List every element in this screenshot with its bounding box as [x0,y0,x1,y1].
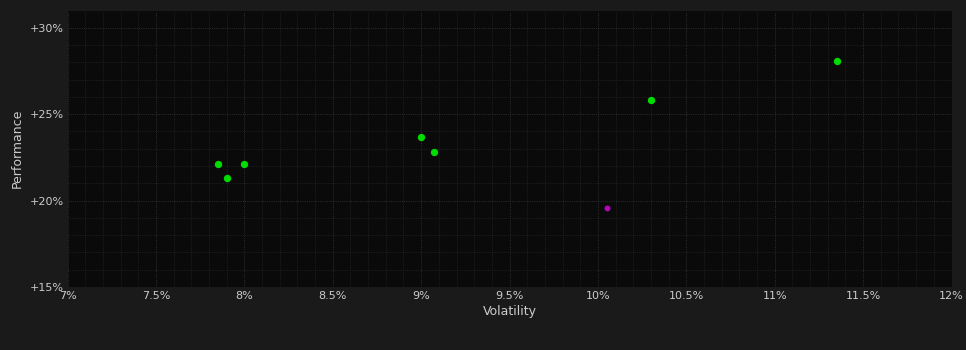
Y-axis label: Performance: Performance [11,109,24,188]
Point [643,98,659,103]
Point [413,134,429,139]
Point [599,205,614,210]
Point [237,161,252,167]
Point [829,58,844,63]
X-axis label: Volatility: Volatility [483,305,536,318]
Point [426,149,441,155]
Point [211,161,226,167]
Point [219,175,235,181]
